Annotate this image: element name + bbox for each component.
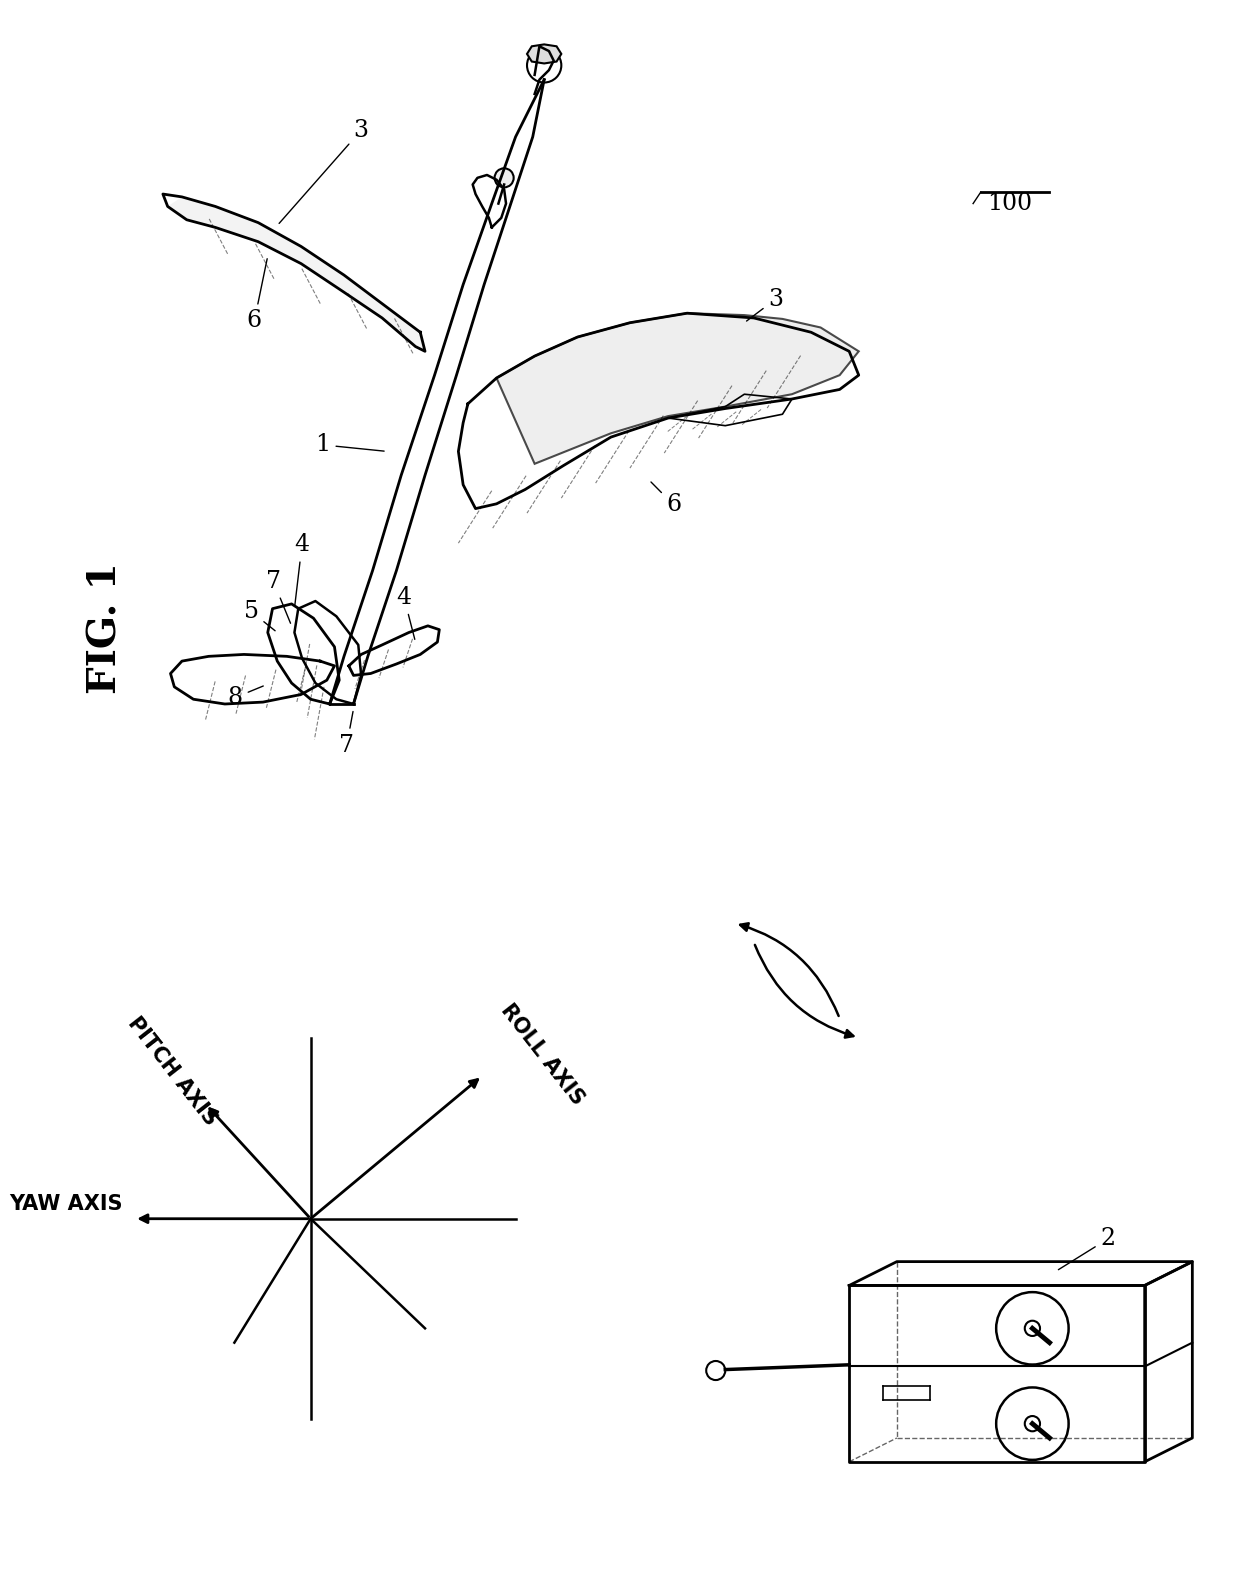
Circle shape (1024, 1321, 1040, 1335)
Polygon shape (167, 196, 425, 352)
Polygon shape (496, 313, 859, 463)
Circle shape (1024, 1415, 1040, 1431)
Circle shape (707, 1360, 725, 1379)
Text: 7: 7 (340, 712, 355, 757)
Text: ROLL AXIS: ROLL AXIS (497, 1001, 588, 1109)
Text: 1: 1 (315, 434, 384, 457)
Text: 6: 6 (651, 482, 681, 517)
Text: 3: 3 (746, 287, 784, 320)
Text: PITCH AXIS: PITCH AXIS (124, 1013, 221, 1130)
Circle shape (495, 168, 513, 187)
Text: 4: 4 (294, 534, 310, 606)
Text: 5: 5 (244, 600, 275, 632)
Text: FIG. 1: FIG. 1 (87, 562, 125, 694)
Text: 4: 4 (397, 586, 415, 639)
Text: YAW AXIS: YAW AXIS (10, 1194, 123, 1214)
Text: 2: 2 (1059, 1227, 1116, 1269)
Polygon shape (527, 44, 562, 63)
Text: 7: 7 (265, 570, 290, 624)
Text: 100: 100 (987, 192, 1033, 215)
Text: 8: 8 (228, 687, 263, 709)
Text: 3: 3 (279, 119, 368, 223)
Text: 6: 6 (247, 259, 267, 333)
